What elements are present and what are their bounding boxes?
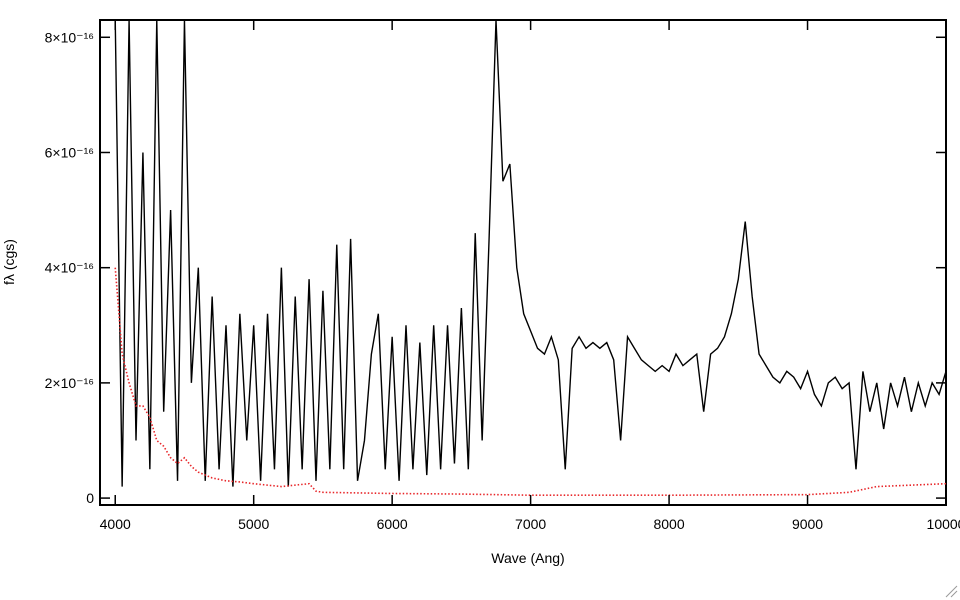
- y-tick-label: 2×10⁻¹⁶: [45, 375, 94, 391]
- x-tick-label: 8000: [653, 516, 684, 532]
- resize-handle: [945, 585, 958, 598]
- y-tick-label: 6×10⁻¹⁶: [45, 144, 94, 160]
- x-tick-label: 6000: [377, 516, 408, 532]
- plot-frame: [99, 19, 947, 506]
- x-tick-label: 5000: [238, 516, 269, 532]
- x-tick-label: 4000: [100, 516, 131, 532]
- y-tick-label: 8×10⁻¹⁶: [45, 29, 94, 45]
- x-axis-label: Wave (Ang): [491, 550, 564, 566]
- y-axis-label: fλ (cgs): [1, 239, 17, 285]
- y-tick-label: 4×10⁻¹⁶: [45, 260, 94, 276]
- x-tick-label: 7000: [515, 516, 546, 532]
- y-tick-label: 0: [86, 490, 94, 506]
- spectrum-line: [114, 20, 946, 487]
- plot-area: [114, 20, 946, 497]
- spectrum-line: [114, 267, 946, 497]
- x-tick-label: 9000: [792, 516, 823, 532]
